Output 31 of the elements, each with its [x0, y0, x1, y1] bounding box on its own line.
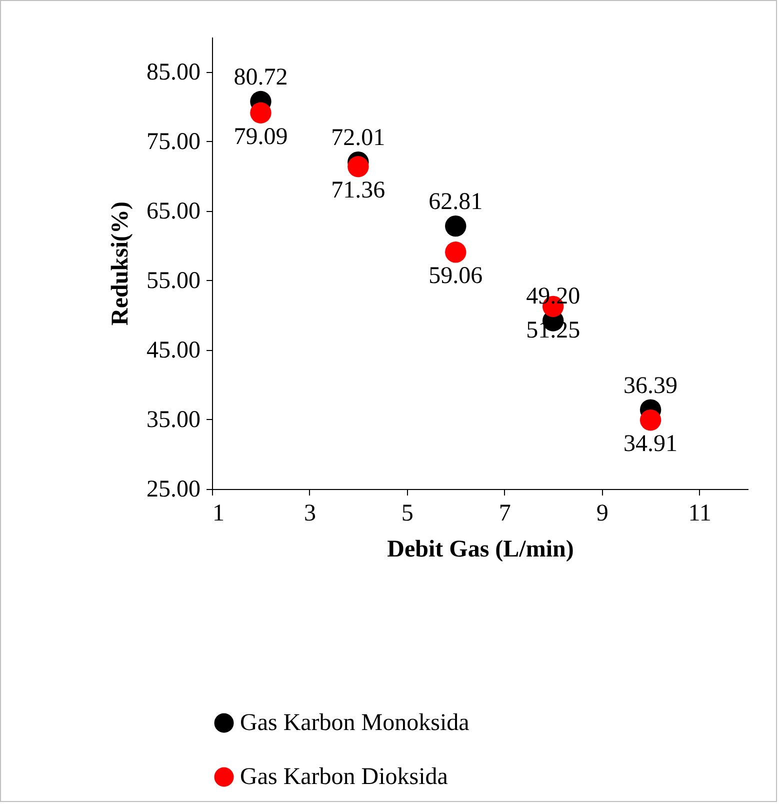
data-label: 34.91 [624, 431, 678, 458]
data-label: 72.01 [331, 125, 386, 152]
point [250, 102, 272, 124]
x-axis-title: Debit Gas (L/min) [387, 536, 574, 562]
legend-label: Gas Karbon Monoksida [240, 710, 470, 736]
y-tick-label: 65.00 [146, 198, 200, 224]
point [445, 215, 466, 237]
x-tick-label: 3 [304, 500, 316, 526]
y-tick-label: 55.00 [146, 268, 200, 294]
data-label: 59.06 [428, 263, 483, 290]
data-label: 36.39 [624, 372, 678, 399]
data-label: 79.09 [234, 124, 288, 150]
data-label: 62.81 [428, 189, 483, 216]
y-tick-label: 75.00 [146, 128, 200, 155]
point [445, 242, 466, 263]
data-label: 80.72 [234, 64, 288, 91]
y-tick-label: 25.00 [146, 476, 200, 502]
data-label: 71.36 [331, 178, 386, 204]
x-tick-label: 9 [596, 500, 608, 526]
data-label: 49.20 [526, 284, 580, 310]
legend-label: Gas Karbon Dioksida [240, 764, 448, 790]
x-tick-label: 5 [401, 500, 414, 526]
x-tick-label: 7 [498, 500, 511, 526]
point [640, 410, 662, 431]
point [348, 156, 369, 178]
x-tick-label: 11 [688, 500, 712, 526]
y-tick-label: 35.00 [146, 406, 200, 433]
y-tick-label: 45.00 [146, 337, 200, 364]
x-tick-label: 1 [212, 500, 224, 526]
y-axis-title: Reduksi(%) [108, 201, 134, 326]
y-tick-label: 85.00 [146, 59, 200, 86]
